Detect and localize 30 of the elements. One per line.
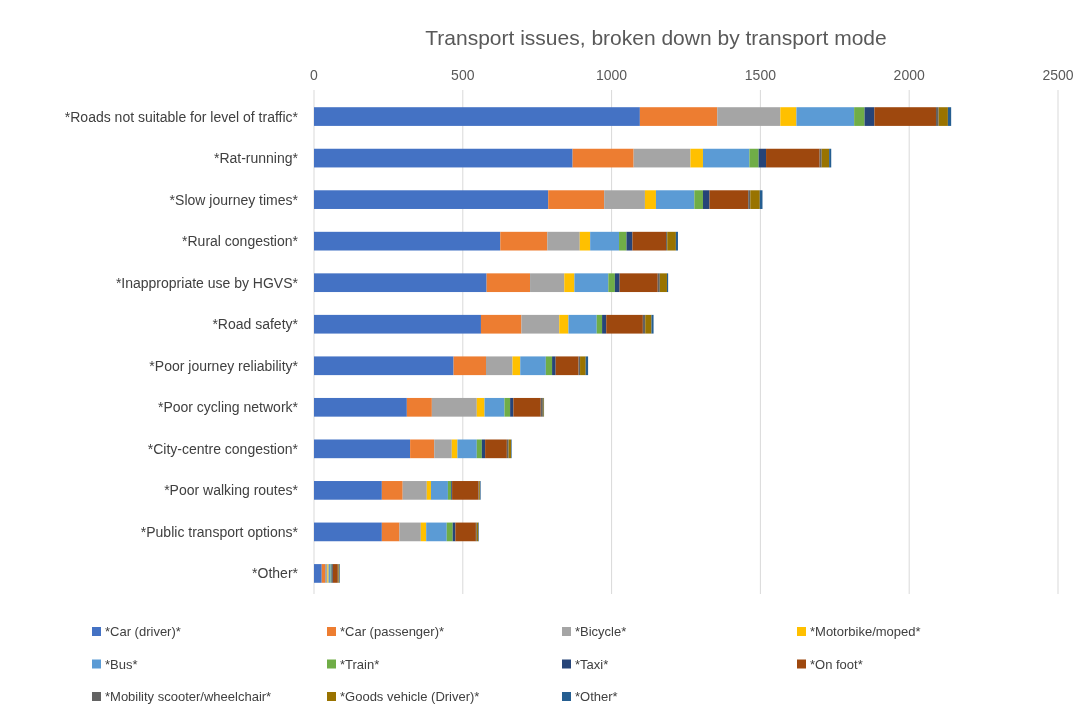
y-tick-label: *Roads not suitable for level of traffic*: [64, 108, 299, 125]
x-tick-label: 2000: [893, 67, 925, 83]
x-tick-label: 1500: [744, 67, 777, 83]
legend-label: *Car (passenger)*: [340, 624, 445, 639]
y-tick-label: *Poor journey reliability*: [149, 357, 299, 374]
legend-label: *Goods vehicle (Driver)*: [340, 689, 480, 704]
y-tick-label: *City-centre congestion*: [147, 440, 299, 457]
y-tick-label: *Rat-running*: [213, 150, 299, 167]
legend-label: *Train*: [340, 656, 380, 672]
legend-label: *Other*: [575, 689, 618, 704]
y-tick-label: *Rural congestion*: [182, 233, 299, 250]
y-tick-label: *Poor cycling network*: [157, 399, 299, 416]
legend-label: *On foot*: [810, 656, 863, 672]
y-tick-label: *Poor walking routes*: [164, 482, 299, 499]
x-tick-label: 500: [451, 67, 475, 83]
legend-label: *Bicycle*: [575, 624, 627, 639]
x-tick-label: 0: [310, 67, 319, 83]
legend-label: *Mobility scooter/wheelchair*: [105, 689, 272, 704]
y-tick-label: *Public transport options*: [140, 523, 299, 540]
y-tick-label: *Inappropriate use by HGVS*: [115, 274, 299, 291]
x-tick-label: 1000: [596, 67, 628, 83]
y-tick-label: *Road safety*: [212, 316, 299, 333]
x-tick-label: 2500: [1042, 67, 1074, 83]
chart-title: Transport issues, broken down by transport mode: [425, 26, 887, 49]
legend-label: *Bus*: [105, 656, 138, 672]
legend-label: *Car (driver)*: [105, 624, 181, 639]
legend-label: *Motorbike/moped*: [810, 624, 921, 639]
y-tick-label: *Other*: [252, 565, 299, 582]
legend-label: *Taxi*: [575, 656, 609, 672]
y-tick-label: *Slow journey times*: [169, 191, 299, 208]
